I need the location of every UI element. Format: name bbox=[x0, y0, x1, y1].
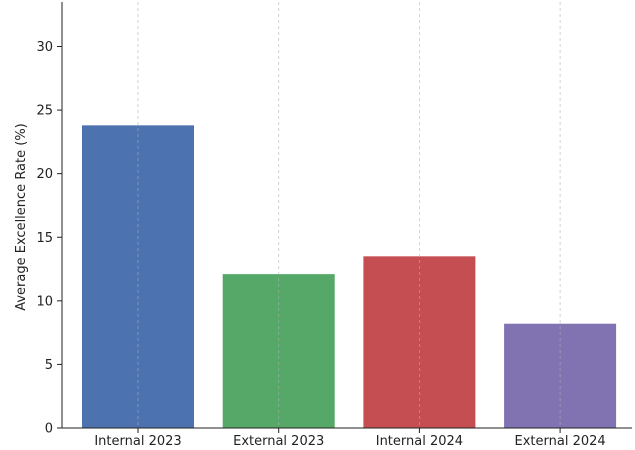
bars bbox=[82, 2, 617, 429]
y-tick-label: 0 bbox=[45, 422, 53, 437]
y-tick-label: 10 bbox=[36, 294, 53, 309]
x-ticks: Internal 2023 External 2023 Internal 2024 E… bbox=[94, 428, 606, 449]
y-tick-label: 25 bbox=[36, 104, 53, 119]
y-tick-label: 30 bbox=[36, 40, 53, 55]
y-axis-label: Average Excellence Rate (%) bbox=[14, 123, 29, 311]
axes bbox=[61, 2, 632, 429]
bar-internal-2023 bbox=[82, 125, 194, 429]
y-tick-label: 20 bbox=[36, 167, 53, 182]
x-tick-label: External 2024 bbox=[515, 434, 606, 449]
y-tick-label: 15 bbox=[36, 231, 53, 246]
bar-internal-2024 bbox=[363, 256, 476, 428]
x-tick-label: Internal 2023 bbox=[94, 434, 181, 449]
x-tick-label: Internal 2024 bbox=[376, 434, 463, 449]
y-tick-label: 5 bbox=[45, 358, 53, 373]
x-tick-label: External 2023 bbox=[233, 434, 324, 449]
y-ticks: 0 5 10 15 20 25 30 bbox=[36, 40, 62, 437]
